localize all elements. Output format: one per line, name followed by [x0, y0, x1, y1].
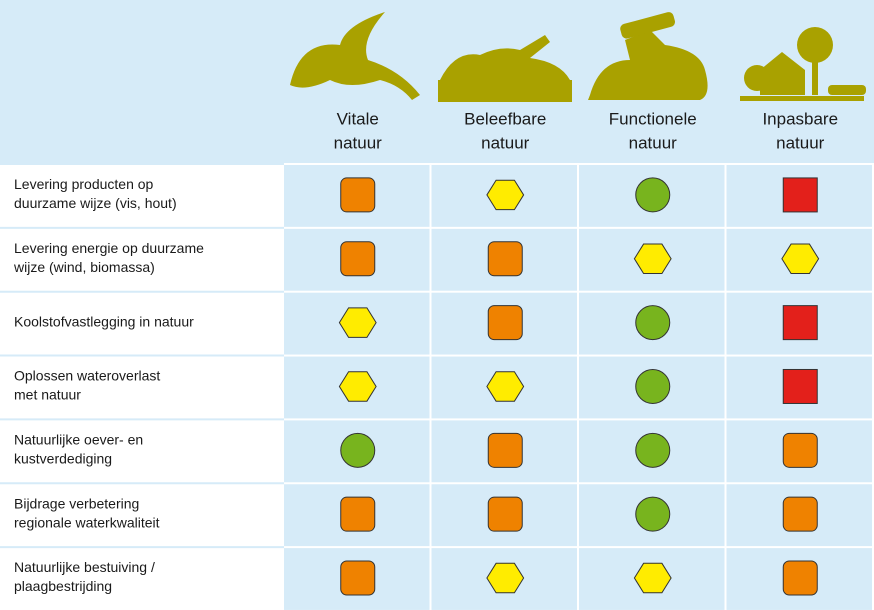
- column-header: Beleefbare: [464, 109, 546, 128]
- row-label: Oplossen wateroverlast: [14, 368, 160, 384]
- column-header: Functionele: [609, 109, 697, 128]
- column-header: Vitale: [337, 109, 379, 128]
- row-label: met natuur: [14, 387, 81, 403]
- icon-house: [740, 27, 866, 101]
- symbol-rounded-square: [487, 241, 523, 277]
- symbol-rounded-square: [782, 496, 818, 532]
- symbol-rounded-square: [340, 241, 376, 277]
- header-bg: [0, 0, 874, 163]
- symbol-circle: [635, 368, 671, 404]
- symbol-hexagon: [633, 243, 672, 274]
- symbol-rounded-square: [340, 496, 376, 532]
- column-header: natuur: [481, 133, 530, 152]
- symbol-circle: [635, 305, 671, 341]
- symbol-rounded-square: [487, 305, 523, 341]
- row-label: duurzame wijze (vis, hout): [14, 195, 177, 211]
- row-label: kustverdediging: [14, 451, 112, 467]
- icon-drinker: [588, 12, 708, 100]
- row-label: wijze (wind, biomassa): [13, 259, 155, 275]
- symbol-hexagon: [486, 179, 525, 211]
- symbol-rounded-square: [782, 432, 818, 468]
- symbol-circle: [340, 432, 376, 468]
- column-header: Inpasbare: [762, 109, 838, 128]
- row-label: Bijdrage verbetering: [14, 495, 139, 511]
- symbol-circle: [635, 432, 671, 468]
- symbol-square: [782, 177, 818, 213]
- column-header: natuur: [776, 133, 825, 152]
- symbol-circle: [635, 177, 671, 213]
- row-label: Natuurlijke bestuiving /: [14, 559, 155, 575]
- symbol-square: [782, 305, 818, 341]
- symbol-rounded-square: [340, 177, 376, 213]
- icon-swimmer: [438, 35, 572, 102]
- symbol-rounded-square: [340, 560, 376, 596]
- symbol-rounded-square: [782, 560, 818, 596]
- row-label: Levering producten op: [14, 176, 154, 192]
- row-label: Natuurlijke oever- en: [14, 432, 143, 448]
- symbol-hexagon: [338, 371, 377, 402]
- row-label: Koolstofvastlegging in natuur: [14, 313, 194, 329]
- column-header: natuur: [629, 133, 678, 152]
- symbol-hexagon: [338, 307, 377, 338]
- icon-eagle: [290, 12, 420, 100]
- symbol-square: [782, 368, 818, 404]
- symbol-rounded-square: [487, 432, 523, 468]
- symbol-hexagon: [486, 562, 525, 594]
- symbol-rounded-square: [487, 496, 523, 532]
- symbol-hexagon: [486, 371, 525, 402]
- column-header: natuur: [334, 133, 383, 152]
- row-label: plaagbestrijding: [14, 578, 112, 594]
- row-label: Levering energie op duurzame: [14, 240, 204, 256]
- symbol-circle: [635, 496, 671, 532]
- row-label: regionale waterkwaliteit: [14, 514, 160, 530]
- symbol-hexagon: [781, 243, 820, 274]
- symbol-hexagon: [633, 562, 672, 594]
